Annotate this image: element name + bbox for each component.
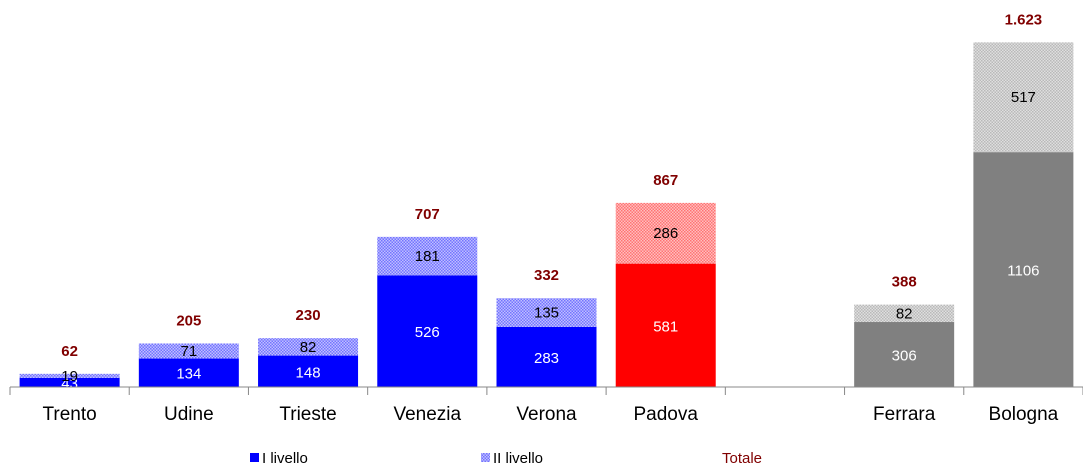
bar-segment bbox=[377, 275, 478, 387]
x-tick-label: Bologna bbox=[989, 404, 1059, 425]
data-label: 517 bbox=[1011, 89, 1036, 106]
bar-segment bbox=[377, 236, 478, 276]
x-tick-label: Trieste bbox=[279, 404, 336, 425]
data-label: 135 bbox=[534, 305, 559, 322]
bar-segment bbox=[258, 338, 359, 356]
legend-label: II livello bbox=[493, 450, 543, 467]
bar-segment bbox=[496, 326, 597, 387]
total-label: 1.623 bbox=[1005, 11, 1043, 28]
data-label: 82 bbox=[300, 339, 317, 356]
bar-segment bbox=[496, 298, 597, 327]
bar-segment bbox=[973, 152, 1074, 387]
data-label: 181 bbox=[415, 248, 440, 265]
total-label: 332 bbox=[534, 267, 559, 284]
bar-segment bbox=[854, 304, 955, 323]
total-label: 388 bbox=[892, 274, 917, 291]
x-tick-label: Verona bbox=[516, 404, 577, 425]
x-tick-label: Trento bbox=[43, 404, 97, 425]
bar-segment bbox=[973, 42, 1074, 153]
data-label: 581 bbox=[653, 318, 678, 335]
total-label: 707 bbox=[415, 206, 440, 223]
bar-segment bbox=[19, 377, 120, 387]
legend-swatch bbox=[481, 453, 490, 462]
legend-label: I livello bbox=[262, 450, 308, 467]
bar-segment bbox=[615, 263, 716, 387]
legend-swatch bbox=[250, 453, 259, 462]
data-label: 1106 bbox=[1007, 263, 1039, 280]
data-label: 148 bbox=[296, 364, 321, 381]
legend-label: Totale bbox=[722, 450, 762, 467]
bar-segment bbox=[19, 373, 120, 378]
bar-segment bbox=[854, 322, 955, 387]
total-label: 205 bbox=[176, 312, 201, 329]
data-label: 19 bbox=[61, 368, 78, 385]
x-tick-label: Udine bbox=[164, 404, 214, 425]
data-label: 71 bbox=[180, 343, 197, 360]
x-tick-label: Padova bbox=[633, 404, 698, 425]
data-label: 82 bbox=[896, 305, 913, 322]
data-label: 283 bbox=[534, 350, 559, 367]
x-tick-label: Venezia bbox=[393, 404, 461, 425]
total-label: 62 bbox=[61, 343, 78, 360]
data-label: 306 bbox=[892, 347, 917, 364]
x-tick-label: Ferrara bbox=[873, 404, 936, 425]
data-label: 43 bbox=[61, 375, 78, 392]
bar-segment bbox=[138, 358, 239, 387]
total-label: 867 bbox=[653, 172, 678, 189]
total-label: 230 bbox=[296, 307, 321, 324]
data-label: 134 bbox=[176, 366, 201, 383]
bar-segment bbox=[615, 202, 716, 264]
bar-segment bbox=[138, 343, 239, 359]
data-label: 526 bbox=[415, 324, 440, 341]
data-label: 286 bbox=[653, 225, 678, 242]
bar-segment bbox=[258, 355, 359, 387]
